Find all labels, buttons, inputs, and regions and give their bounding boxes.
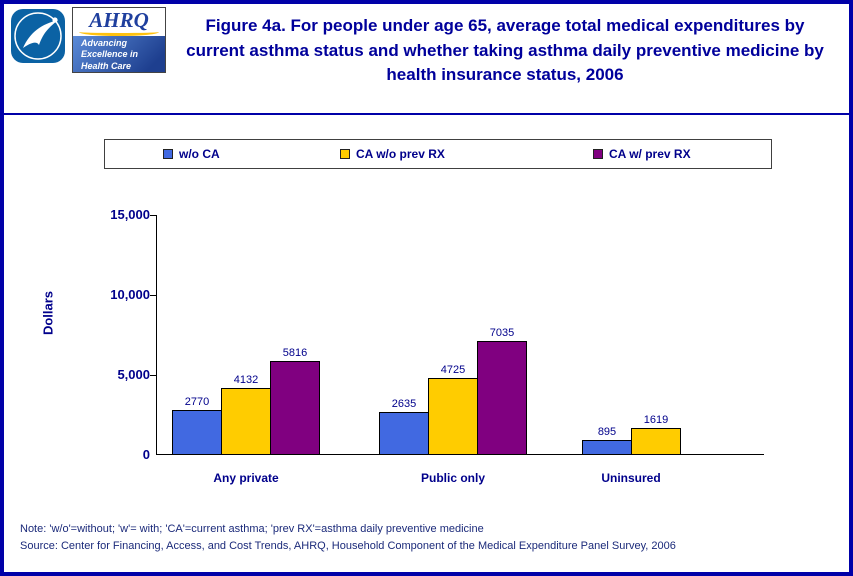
ahrq-swoosh-icon xyxy=(79,28,159,36)
bar-value-label: 4725 xyxy=(440,364,466,376)
hhs-logo xyxy=(10,8,68,66)
chart-area: Dollars 0 5,000 10,000 15,000 2770 4132 5816 2… xyxy=(4,207,849,485)
chart-legend: w/o CA CA w/o prev RX CA w/ prev RX xyxy=(104,139,772,169)
footnote: Note: 'w/o'=without; 'w'= with; 'CA'=cur… xyxy=(20,523,484,535)
ahrq-logo-text: AHRQ xyxy=(89,8,149,32)
source-line: Source: Center for Financing, Access, an… xyxy=(20,540,676,552)
x-category-label: Public only xyxy=(420,471,486,485)
bar xyxy=(631,428,681,454)
bar-w-o-ca: 2770 xyxy=(172,396,222,454)
legend-entry-wo-ca: w/o CA xyxy=(163,140,220,168)
bar xyxy=(582,440,632,454)
legend-label: CA w/ prev RX xyxy=(609,147,691,161)
bar-value-label: 5816 xyxy=(282,347,308,359)
legend-entry-ca-wo-prev-rx: CA w/o prev RX xyxy=(340,140,445,168)
bar xyxy=(428,378,478,454)
bar xyxy=(270,361,320,454)
y-tick-mark xyxy=(150,375,156,376)
legend-entry-ca-w-prev-rx: CA w/ prev RX xyxy=(593,140,691,168)
y-tick-label: 5,000 xyxy=(117,367,150,382)
bar-value-label: 2635 xyxy=(391,398,417,410)
bar-group-uninsured: 895 1619 xyxy=(582,414,681,454)
legend-label: w/o CA xyxy=(179,147,220,161)
bar-value-label: 4132 xyxy=(233,374,259,386)
y-tick-mark xyxy=(150,215,156,216)
bar xyxy=(221,388,271,454)
bar-w-o-ca: 895 xyxy=(582,426,632,454)
bar-ca-w-o-prev-rx: 4725 xyxy=(428,364,478,454)
ahrq-tagline: Advancing Excellence in Health Care xyxy=(73,36,165,72)
bar-value-label: 895 xyxy=(597,426,617,438)
bar-ca-w-prev-rx: 5816 xyxy=(270,347,320,454)
header-divider xyxy=(4,113,849,115)
hhs-eagle-icon xyxy=(11,9,65,63)
y-tick-label: 10,000 xyxy=(110,287,150,302)
y-tick-mark xyxy=(150,295,156,296)
legend-swatch-blue-icon xyxy=(163,149,173,159)
bar-value-label: 1619 xyxy=(643,414,669,426)
bar xyxy=(172,410,222,454)
bar-group-any-private: 2770 4132 5816 xyxy=(172,347,320,454)
bar-group-public-only: 2635 4725 7035 xyxy=(379,327,527,454)
legend-label: CA w/o prev RX xyxy=(356,147,445,161)
plot-area: 2770 4132 5816 2635 4725 7035 895 1619 xyxy=(156,215,764,455)
bar xyxy=(477,341,527,454)
bar xyxy=(379,412,429,454)
legend-swatch-purple-icon xyxy=(593,149,603,159)
x-category-label: Uninsured xyxy=(601,471,661,485)
bar-ca-w-prev-rx: 7035 xyxy=(477,327,527,454)
y-tick-label: 15,000 xyxy=(110,207,150,222)
x-category-label: Any private xyxy=(213,471,279,485)
y-axis: 0 5,000 10,000 15,000 xyxy=(62,207,150,462)
bar-ca-w-o-prev-rx: 4132 xyxy=(221,374,271,454)
ahrq-logo: AHRQ Advancing Excellence in Health Care xyxy=(72,7,166,73)
figure-title: Figure 4a. For people under age 65, aver… xyxy=(186,16,824,85)
bar-value-label: 7035 xyxy=(489,327,515,339)
bar-w-o-ca: 2635 xyxy=(379,398,429,454)
y-tick-label: 0 xyxy=(142,447,150,462)
legend-swatch-yellow-icon xyxy=(340,149,350,159)
bar-ca-w-o-prev-rx: 1619 xyxy=(631,414,681,454)
y-axis-title: Dollars xyxy=(40,290,56,336)
bar-value-label: 2770 xyxy=(184,396,210,408)
